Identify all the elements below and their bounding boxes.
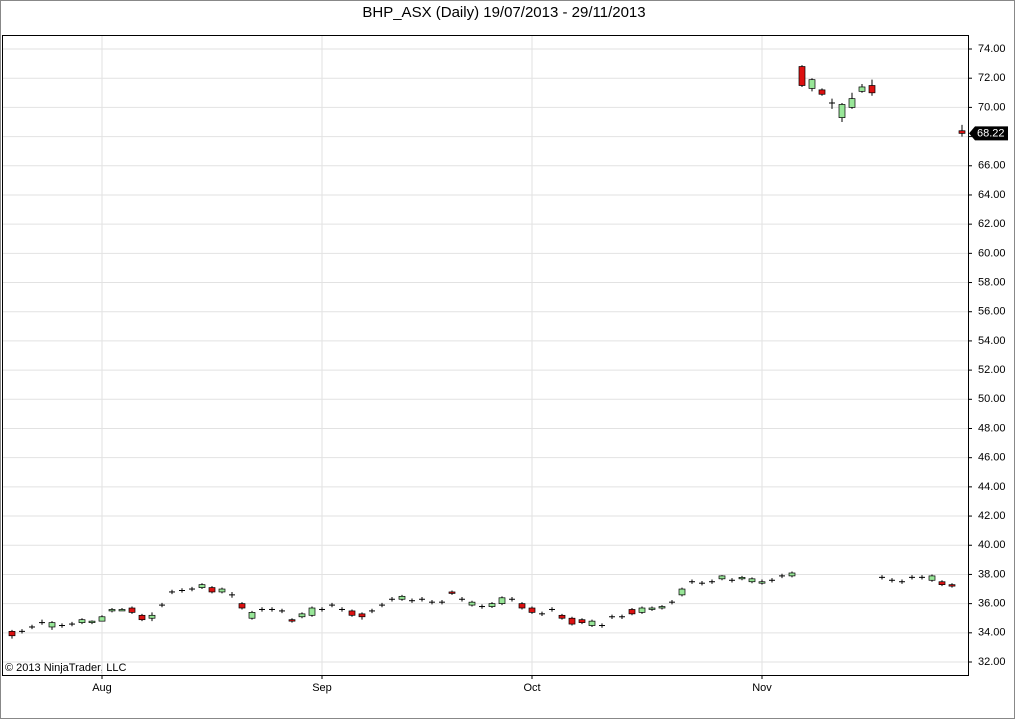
candle-body xyxy=(568,617,576,625)
candle-body xyxy=(518,603,526,609)
candle-body xyxy=(118,609,126,612)
y-tick-label: 54.00 xyxy=(978,335,1006,347)
candle-body xyxy=(138,614,146,621)
y-tick-label: 36.00 xyxy=(978,598,1006,610)
candle-body xyxy=(128,607,136,613)
candle-body xyxy=(498,597,506,604)
candle-body xyxy=(848,98,856,108)
y-tick-label: 60.00 xyxy=(978,247,1006,259)
x-tick-label: Oct xyxy=(523,682,540,694)
candle-body xyxy=(588,620,596,626)
candle-body xyxy=(858,86,866,92)
candle-body xyxy=(88,620,96,623)
candle-body xyxy=(218,588,226,593)
candle-body xyxy=(678,588,686,596)
candle-body xyxy=(308,607,316,616)
y-tick-label: 62.00 xyxy=(978,218,1006,230)
y-tick-label: 38.00 xyxy=(978,568,1006,580)
candle-body xyxy=(818,89,826,95)
candle-body xyxy=(578,619,586,623)
candle-body xyxy=(298,613,306,618)
y-tick-label: 72.00 xyxy=(978,72,1006,84)
x-tick-label: Sep xyxy=(312,682,332,694)
y-tick-label: 34.00 xyxy=(978,627,1006,639)
candle-body xyxy=(838,104,846,118)
y-tick-label: 50.00 xyxy=(978,393,1006,405)
y-tick-label: 64.00 xyxy=(978,189,1006,201)
candle-body xyxy=(468,601,476,606)
candle-body xyxy=(248,612,256,619)
candle-body xyxy=(98,616,106,622)
candle-body xyxy=(628,609,636,615)
plot-area xyxy=(2,35,969,676)
y-tick-label: 44.00 xyxy=(978,481,1006,493)
candle-body xyxy=(198,584,206,588)
x-tick-label: Aug xyxy=(92,682,112,694)
candle-body xyxy=(958,130,966,134)
candle-body xyxy=(948,584,956,587)
candle-body xyxy=(718,575,726,580)
candle-body xyxy=(798,66,806,86)
candle-body xyxy=(528,607,536,613)
y-tick-label: 48.00 xyxy=(978,422,1006,434)
candle-body xyxy=(48,622,56,628)
candle-body xyxy=(808,79,816,89)
candle-body xyxy=(288,619,296,622)
chart-title: BHP_ASX (Daily) 19/07/2013 - 29/11/2013 xyxy=(362,4,645,21)
candle-body xyxy=(78,619,86,623)
candle-body xyxy=(148,614,156,619)
y-tick-label: 52.00 xyxy=(978,364,1006,376)
y-tick-label: 42.00 xyxy=(978,510,1006,522)
copyright: © 2013 NinjaTrader, LLC xyxy=(5,662,126,674)
candle-body xyxy=(788,572,796,577)
last-price-label: 68.22 xyxy=(977,127,1005,139)
y-tick-label: 66.00 xyxy=(978,160,1006,172)
candle-body xyxy=(868,85,876,94)
candle-body xyxy=(348,610,356,616)
candle-body xyxy=(8,631,16,637)
y-tick-label: 70.00 xyxy=(978,101,1006,113)
candle-body xyxy=(398,595,406,600)
candle-body xyxy=(208,587,216,593)
candle-body xyxy=(558,614,566,619)
candle-body xyxy=(758,581,766,584)
last-price-marker xyxy=(969,126,1008,141)
candle-body xyxy=(358,613,366,618)
candle-body xyxy=(938,581,946,586)
y-tick-label: 56.00 xyxy=(978,306,1006,318)
y-tick-label: 58.00 xyxy=(978,276,1006,288)
candle-body xyxy=(648,607,656,610)
candle-body xyxy=(928,575,936,581)
x-tick-label: Nov xyxy=(752,682,772,694)
candle-body xyxy=(738,577,746,580)
candle-body xyxy=(448,591,456,594)
y-tick-label: 74.00 xyxy=(978,43,1006,55)
candle-body xyxy=(238,603,246,609)
y-tick-label: 32.00 xyxy=(978,656,1006,668)
candle-body xyxy=(658,606,666,609)
candle-body xyxy=(638,607,646,613)
candle-body xyxy=(108,609,116,612)
y-tick-label: 46.00 xyxy=(978,452,1006,464)
candle-body xyxy=(748,578,756,583)
candle-body xyxy=(488,603,496,607)
y-tick-label: 40.00 xyxy=(978,539,1006,551)
